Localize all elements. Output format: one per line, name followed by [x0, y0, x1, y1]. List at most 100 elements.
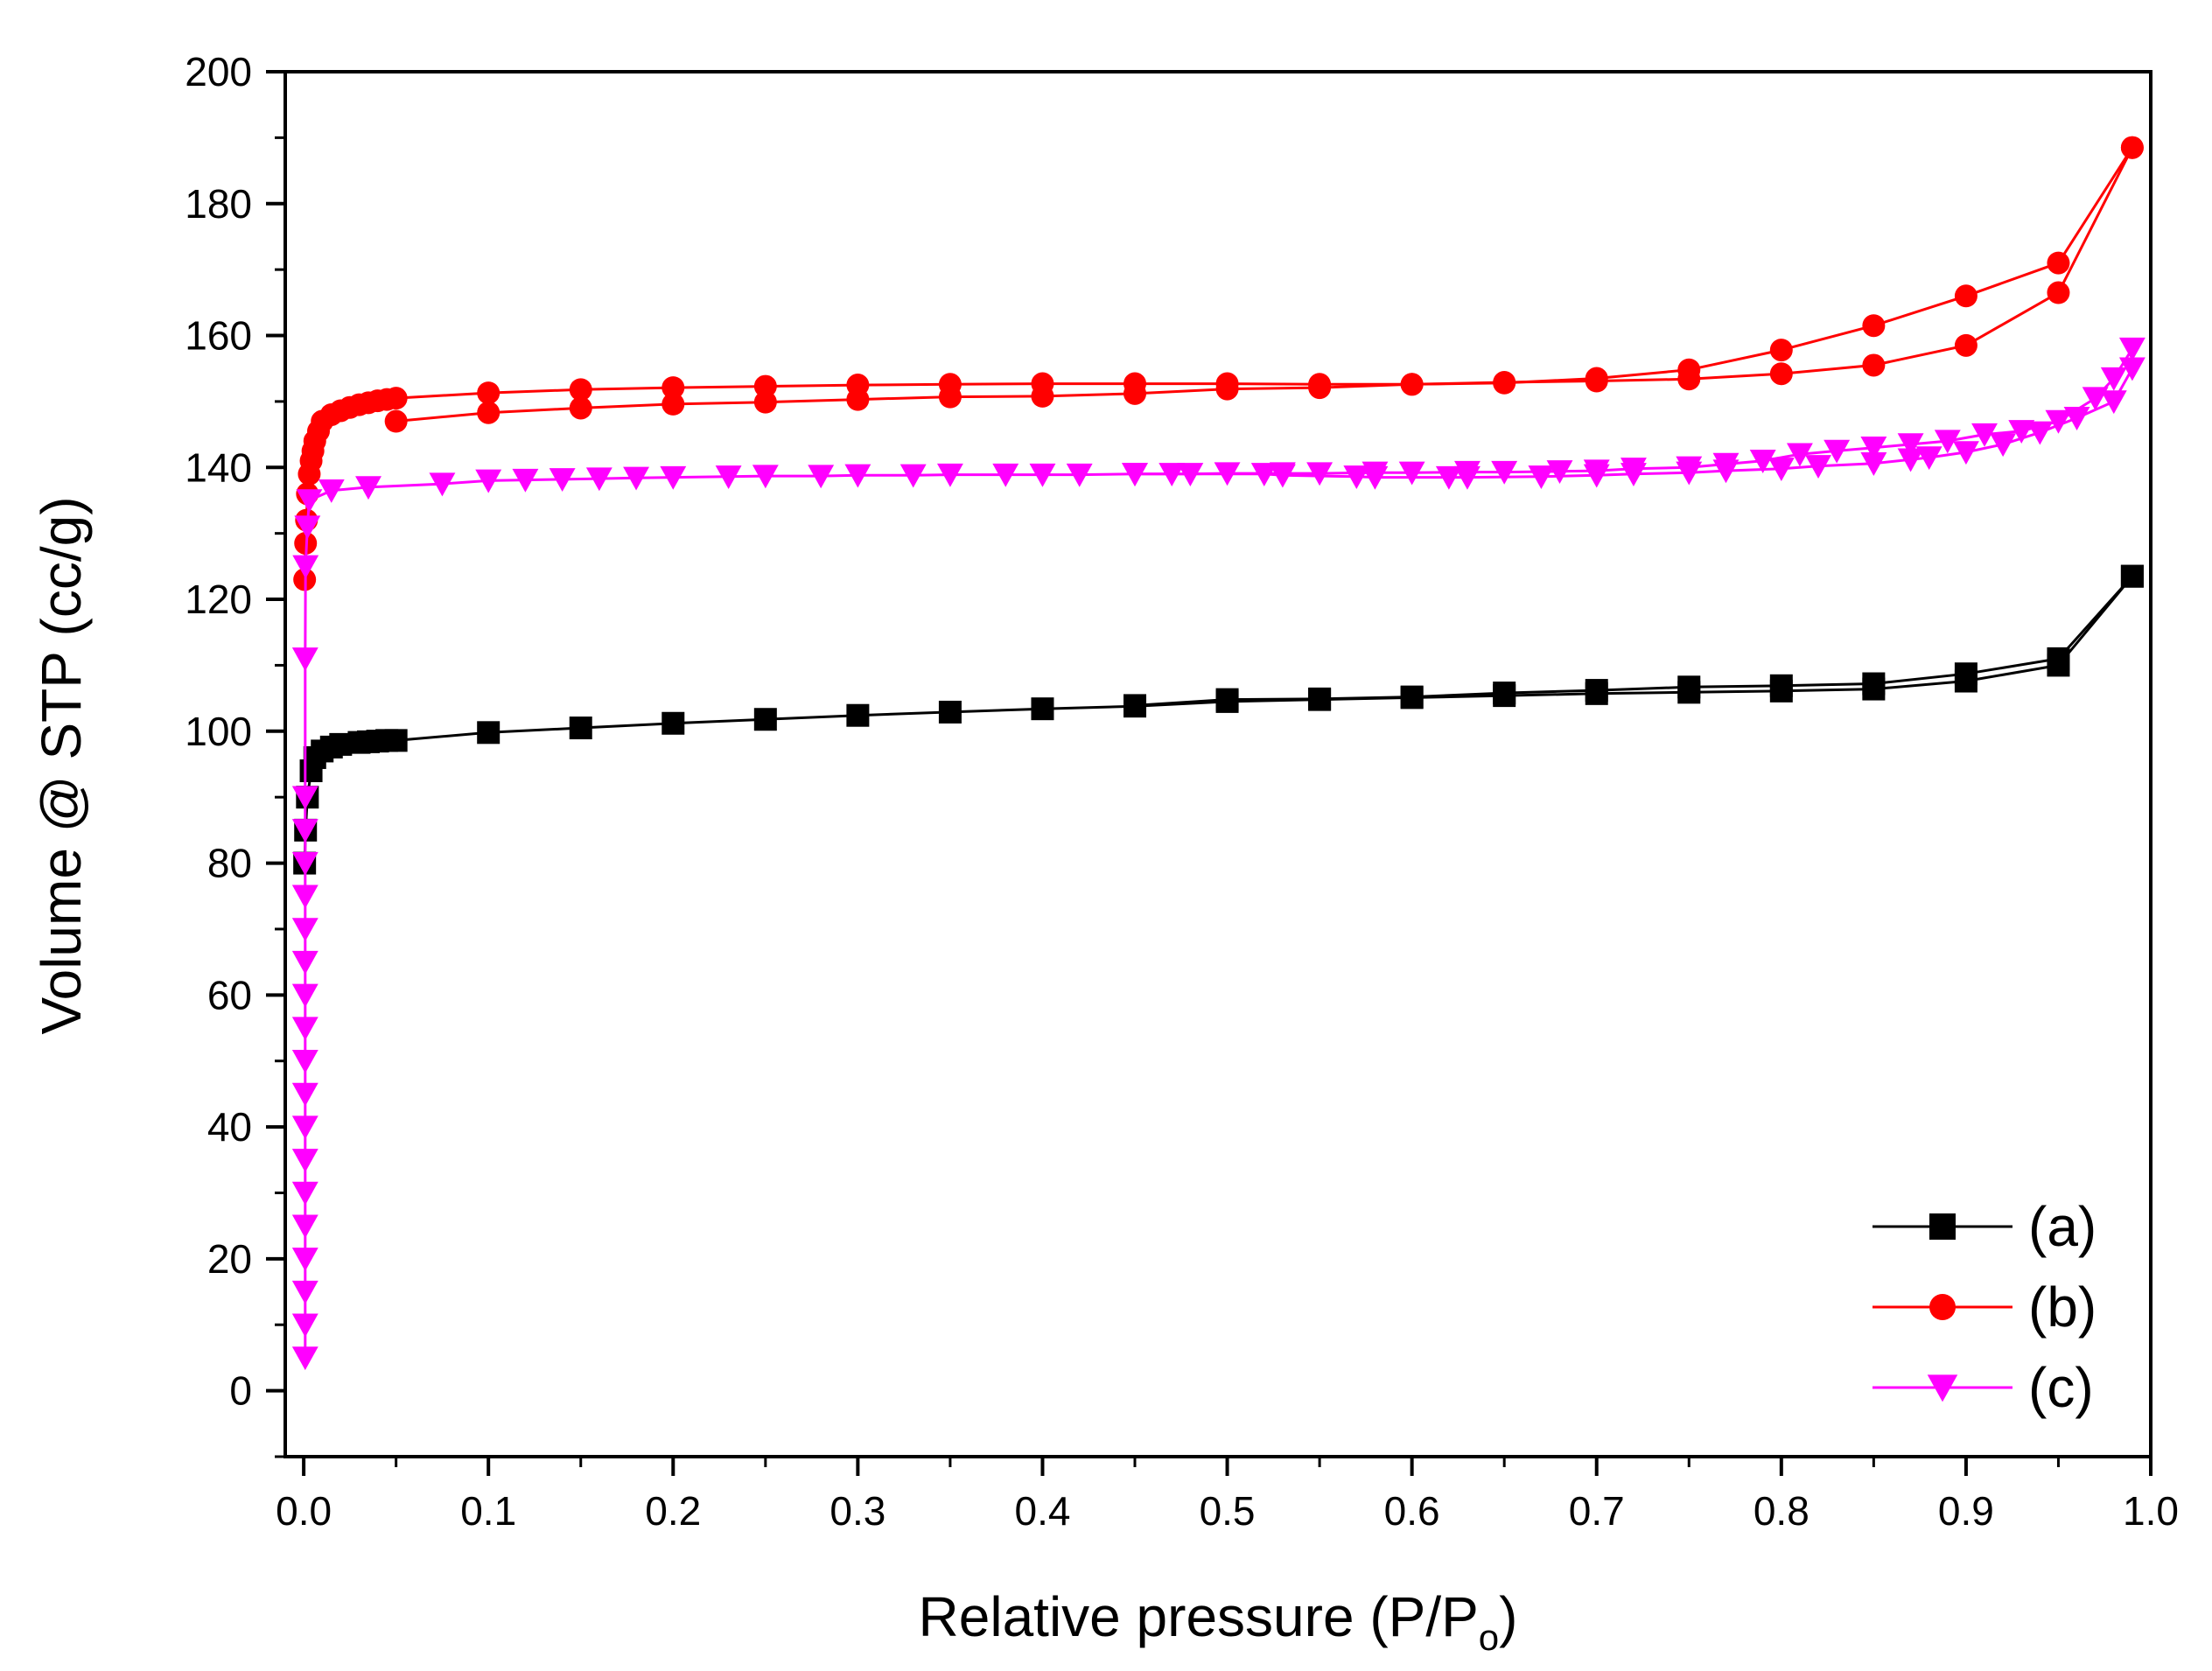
data-point — [1862, 353, 1886, 377]
data-point — [752, 465, 779, 489]
x-tick-label: 0.0 — [276, 1488, 332, 1534]
data-point — [291, 983, 318, 1008]
data-point — [623, 466, 650, 491]
data-point — [844, 464, 872, 488]
legend-label: (b) — [2028, 1276, 2096, 1339]
data-point — [1805, 455, 1831, 479]
data-point — [1583, 459, 1610, 484]
data-point — [1677, 675, 1701, 699]
data-point — [291, 819, 318, 843]
y-tick-label: 20 — [207, 1236, 252, 1282]
data-point — [1122, 463, 1148, 487]
data-point — [291, 884, 318, 909]
data-point — [1066, 463, 1093, 487]
data-point — [1031, 384, 1054, 408]
x-tick-label: 0.9 — [1938, 1488, 1994, 1534]
data-point — [1398, 461, 1425, 486]
legend-item: (b) — [1872, 1276, 2096, 1339]
data-point — [291, 1248, 318, 1272]
data-point — [1362, 461, 1389, 486]
data-point — [318, 479, 345, 503]
data-point — [2008, 420, 2035, 444]
data-point — [715, 465, 742, 490]
data-point — [662, 376, 685, 400]
x-tick-label: 0.4 — [1014, 1488, 1070, 1534]
data-point — [1712, 452, 1740, 477]
data-point — [846, 388, 870, 411]
data-point — [291, 1082, 318, 1107]
x-tick-label: 0.8 — [1754, 1488, 1810, 1534]
x-axis-title-main: Relative pressure (P/P — [919, 1585, 1479, 1648]
legend: (a) (b) (c) — [1872, 1195, 2096, 1419]
data-point — [384, 387, 408, 410]
data-point — [2118, 337, 2146, 361]
data-point — [1124, 694, 1147, 717]
legend-item: (c) — [1872, 1356, 2094, 1419]
y-tick-label: 100 — [185, 709, 252, 754]
data-point — [1954, 284, 1978, 308]
data-point — [1860, 436, 1887, 460]
data-point — [1308, 687, 1332, 710]
data-point — [296, 489, 323, 514]
data-point — [291, 950, 318, 975]
data-point — [2047, 281, 2070, 304]
data-point — [1677, 367, 1701, 391]
data-point — [1934, 430, 1961, 454]
data-point — [291, 1346, 318, 1371]
series-line-adsorption — [303, 146, 2134, 580]
data-point — [900, 464, 927, 488]
data-point — [1769, 362, 1793, 386]
data-point — [477, 381, 500, 405]
data-point — [2118, 357, 2146, 381]
x-axis-title-subscript: o — [1479, 1617, 1499, 1658]
data-point — [1990, 433, 2017, 458]
data-point — [753, 390, 777, 414]
data-point — [585, 467, 612, 492]
data-point — [1676, 456, 1703, 480]
data-point — [291, 786, 318, 810]
data-point — [1862, 314, 1886, 338]
x-tick-label: 1.0 — [2123, 1488, 2179, 1534]
series-line-desorption — [396, 147, 2134, 423]
x-tick-label: 0.1 — [460, 1488, 516, 1534]
data-point — [1308, 376, 1332, 400]
x-tick-label: 0.7 — [1569, 1488, 1625, 1534]
data-point — [1897, 448, 1924, 472]
data-point — [2047, 647, 2070, 670]
data-point — [1493, 371, 1516, 395]
data-point — [384, 729, 408, 752]
data-point — [1029, 463, 1056, 487]
data-point — [1250, 463, 1278, 487]
data-point — [753, 374, 777, 398]
data-point — [1971, 423, 1998, 447]
data-point — [1824, 439, 1851, 464]
data-point — [1215, 688, 1239, 711]
data-point — [2082, 387, 2109, 411]
x-tick-label: 0.6 — [1384, 1488, 1440, 1534]
data-point — [475, 469, 502, 493]
data-point — [1954, 662, 1978, 686]
data-point — [1786, 443, 1813, 467]
legend-marker — [1929, 1213, 1956, 1240]
data-point — [291, 1115, 318, 1140]
legend-item: (a) — [1872, 1195, 2096, 1258]
data-point — [662, 711, 685, 735]
data-point — [294, 515, 321, 540]
y-tick-label: 40 — [207, 1104, 252, 1150]
axis-ticks: 0.0 0.1 0.2 0.3 0.4 0.5 0.6 0.7 0.8 0.9 1.0 0 20 40 60… — [185, 49, 2179, 1534]
data-point — [1454, 460, 1480, 485]
data-point — [569, 378, 592, 402]
data-point — [477, 401, 500, 424]
data-point — [660, 465, 687, 490]
data-point — [1269, 462, 1296, 486]
data-point — [569, 396, 592, 420]
y-tick-label: 180 — [185, 181, 252, 227]
data-point — [2063, 407, 2090, 430]
data-point — [1860, 452, 1887, 476]
y-tick-label: 200 — [185, 49, 252, 94]
data-point — [938, 700, 962, 724]
y-tick-label: 0 — [229, 1368, 252, 1414]
data-point — [1585, 369, 1608, 393]
data-point — [291, 851, 318, 876]
data-point — [2100, 390, 2127, 415]
